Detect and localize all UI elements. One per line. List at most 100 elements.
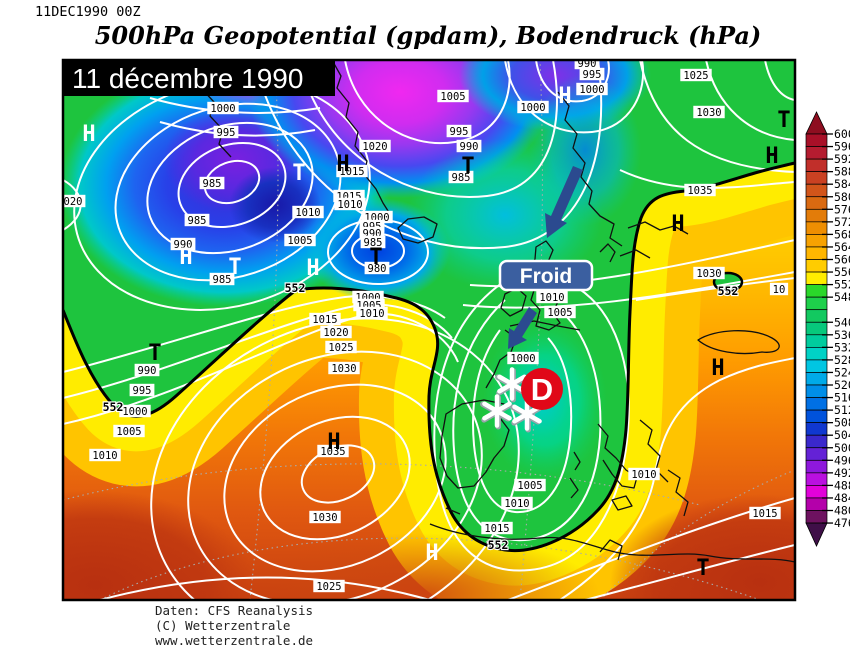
colorbar-tick-label: 496 bbox=[834, 453, 850, 467]
high-marker: H bbox=[306, 256, 319, 281]
svg-text:020: 020 bbox=[64, 196, 83, 208]
snowflake-icon bbox=[510, 397, 542, 433]
svg-text:990: 990 bbox=[174, 239, 193, 251]
high-marker: H bbox=[425, 541, 438, 566]
colorbar-segment bbox=[805, 497, 828, 511]
pressure-label: 995 bbox=[446, 124, 472, 138]
colorbar-tick-label: 488 bbox=[834, 478, 850, 492]
pressure-label: 1010 bbox=[356, 306, 388, 320]
pressure-label: 1000 bbox=[576, 82, 608, 96]
colorbar-segment bbox=[805, 384, 828, 398]
svg-text:985: 985 bbox=[188, 215, 207, 227]
svg-text:1005: 1005 bbox=[440, 91, 465, 103]
pressure-label: 1000 bbox=[207, 101, 239, 115]
colorbar-tick-label: 508 bbox=[834, 416, 850, 430]
date-overlay-box bbox=[63, 60, 335, 96]
low-marker: T bbox=[461, 154, 474, 179]
colorbar-segment bbox=[805, 447, 828, 461]
colorbar-segment bbox=[805, 171, 828, 185]
pressure-label: 990 bbox=[170, 237, 196, 251]
colorbar-segment bbox=[805, 158, 828, 173]
colorbar-segment bbox=[805, 334, 828, 348]
footer-credits: Daten: CFS Reanalysis (C) Wetterzentrale… bbox=[155, 603, 313, 648]
pressure-label: 1020 bbox=[320, 325, 352, 339]
pressure-label: 1035 bbox=[684, 183, 716, 197]
pressure-label: 1015 bbox=[481, 521, 513, 535]
colorbar-tick-label: 564 bbox=[834, 240, 850, 254]
svg-text:980: 980 bbox=[368, 263, 387, 275]
svg-text:1000: 1000 bbox=[210, 103, 235, 115]
date-overlay-label: 11 décembre 1990 bbox=[72, 63, 303, 94]
svg-text:1030: 1030 bbox=[331, 363, 356, 375]
geopotential-colorbar: 6005965925885845805765725685645605565525… bbox=[805, 111, 850, 548]
pressure-label: 1025 bbox=[680, 68, 712, 82]
page-title: 500hPa Geopotential (gpdam), Bodendruck … bbox=[95, 21, 762, 50]
pressure-label: 990 bbox=[456, 139, 482, 153]
low-marker: T bbox=[148, 341, 161, 366]
colorbar-tick-label: 528 bbox=[834, 353, 850, 367]
colorbar-tick-label: 580 bbox=[834, 190, 850, 204]
pressure-label: 1010 bbox=[501, 496, 533, 510]
high-marker: H bbox=[558, 84, 571, 109]
pressure-label: 020 bbox=[63, 194, 86, 208]
geopotential-552-label: 552 bbox=[103, 400, 124, 414]
svg-text:1025: 1025 bbox=[683, 70, 708, 82]
colorbar-tick-label: 500 bbox=[834, 441, 850, 455]
svg-text:1005: 1005 bbox=[287, 235, 312, 247]
svg-text:1030: 1030 bbox=[696, 268, 721, 280]
pressure-label: 1000 bbox=[119, 404, 151, 418]
pressure-label: 1035 bbox=[317, 444, 349, 458]
colorbar-tick-label: 532 bbox=[834, 340, 850, 354]
svg-text:1010: 1010 bbox=[539, 292, 564, 304]
colorbar-segment bbox=[805, 422, 828, 436]
high-marker: H bbox=[671, 212, 684, 237]
colorbar-segment bbox=[805, 271, 828, 285]
svg-text:1005: 1005 bbox=[517, 480, 542, 492]
svg-text:1020: 1020 bbox=[323, 327, 348, 339]
pressure-label: 1000 bbox=[517, 100, 549, 114]
pressure-label: 1010 bbox=[536, 290, 568, 304]
colorbar-tick-label: 520 bbox=[834, 378, 850, 392]
pressure-label: 990 bbox=[134, 363, 160, 377]
colorbar-arrow-bottom bbox=[805, 522, 828, 548]
pressure-label: 1005 bbox=[544, 305, 576, 319]
colorbar-tick-label: 548 bbox=[834, 290, 850, 304]
map-border bbox=[61, 58, 797, 602]
svg-text:995: 995 bbox=[583, 69, 602, 81]
svg-text:1010: 1010 bbox=[359, 308, 384, 320]
colorbar-segment bbox=[805, 296, 828, 311]
pressure-label: 990 bbox=[574, 60, 600, 70]
pressure-label: 1025 bbox=[313, 579, 345, 593]
pressure-label: 1000 bbox=[507, 351, 539, 365]
pressure-label: 1030 bbox=[309, 510, 341, 524]
pressure-label: 1005 bbox=[284, 233, 316, 247]
svg-text:1015: 1015 bbox=[312, 314, 337, 326]
colorbar-tick-label: 576 bbox=[834, 202, 850, 216]
svg-text:1015: 1015 bbox=[752, 508, 777, 520]
colorbar-tick-label: 536 bbox=[834, 328, 850, 342]
pressure-label: 1030 bbox=[693, 266, 725, 280]
snowflake-icon bbox=[480, 394, 512, 430]
colorbar-tick-label: 588 bbox=[834, 165, 850, 179]
colorbar-segment bbox=[805, 259, 828, 273]
low-marker: T bbox=[228, 255, 241, 280]
colorbar-segment bbox=[805, 183, 828, 198]
snowflake-icon bbox=[495, 367, 527, 403]
pressure-label: 985 bbox=[448, 170, 474, 184]
svg-text:985: 985 bbox=[364, 237, 383, 249]
pressure-label: 1015 bbox=[749, 506, 781, 520]
svg-text:1010: 1010 bbox=[504, 498, 529, 510]
colorbar-tick-label: 516 bbox=[834, 391, 850, 405]
colorbar-tick-label: 600 bbox=[834, 127, 850, 141]
colorbar-segment bbox=[805, 321, 828, 336]
pressure-label: 1005 bbox=[514, 478, 546, 492]
high-marker: H bbox=[336, 152, 349, 177]
svg-text:1025: 1025 bbox=[328, 342, 353, 354]
colorbar-tick-label: 512 bbox=[834, 403, 850, 417]
pressure-label: 985 bbox=[209, 272, 235, 286]
pressure-label: 1020 bbox=[359, 139, 391, 153]
snowflake-symbols bbox=[480, 367, 542, 433]
svg-text:995: 995 bbox=[133, 385, 152, 397]
